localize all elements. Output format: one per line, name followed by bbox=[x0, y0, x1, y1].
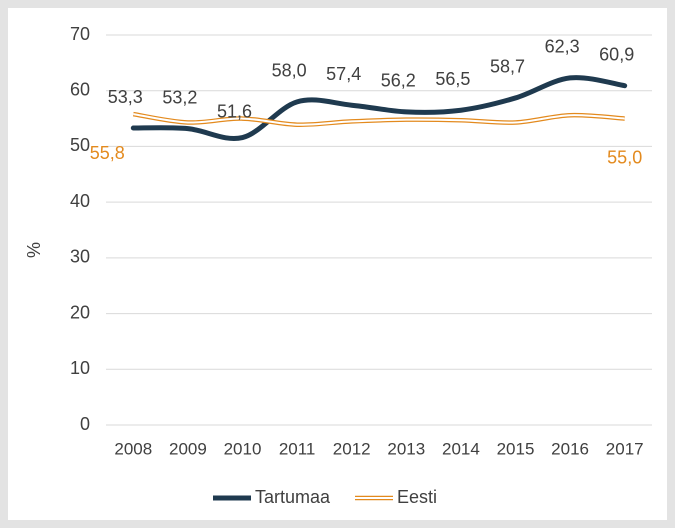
x-tick-label: 2014 bbox=[442, 439, 480, 458]
x-tick-label: 2011 bbox=[279, 439, 316, 458]
y-tick-label: 30 bbox=[70, 247, 90, 267]
data-label: 53,2 bbox=[162, 87, 197, 107]
y-tick-label: 70 bbox=[70, 24, 90, 44]
data-label: 60,9 bbox=[599, 44, 634, 64]
x-tick-label: 2012 bbox=[333, 439, 371, 458]
x-tick-label: 2016 bbox=[551, 439, 589, 458]
legend-label: Eesti bbox=[397, 487, 437, 507]
y-tick-label: 20 bbox=[70, 302, 90, 322]
data-label: 58,7 bbox=[490, 57, 525, 77]
data-label: 51,6 bbox=[217, 101, 252, 121]
y-tick-label: 50 bbox=[70, 135, 90, 155]
data-label: 55,0 bbox=[607, 147, 642, 167]
y-tick-label: 10 bbox=[70, 358, 90, 378]
data-label: 56,5 bbox=[435, 69, 470, 89]
legend-label: Tartumaa bbox=[255, 487, 331, 507]
y-tick-label: 40 bbox=[70, 191, 90, 211]
data-label: 57,4 bbox=[326, 64, 361, 84]
data-label: 58,0 bbox=[272, 61, 307, 81]
series-line bbox=[130, 75, 628, 141]
x-tick-label: 2010 bbox=[224, 439, 262, 458]
x-tick-label: 2009 bbox=[169, 439, 207, 458]
x-tick-label: 2013 bbox=[387, 439, 425, 458]
y-tick-label: 60 bbox=[70, 79, 90, 99]
y-tick-label: 0 bbox=[80, 414, 90, 434]
x-tick-label: 2015 bbox=[497, 439, 535, 458]
data-label: 62,3 bbox=[545, 37, 580, 57]
chart-panel bbox=[8, 8, 667, 520]
data-label: 53,3 bbox=[108, 87, 143, 107]
data-label: 56,2 bbox=[381, 71, 416, 91]
y-axis-label: % bbox=[24, 242, 44, 258]
x-tick-label: 2017 bbox=[606, 439, 644, 458]
series-line-inner bbox=[133, 113, 625, 126]
x-tick-label: 2008 bbox=[114, 439, 152, 458]
data-label: 55,8 bbox=[90, 143, 125, 163]
